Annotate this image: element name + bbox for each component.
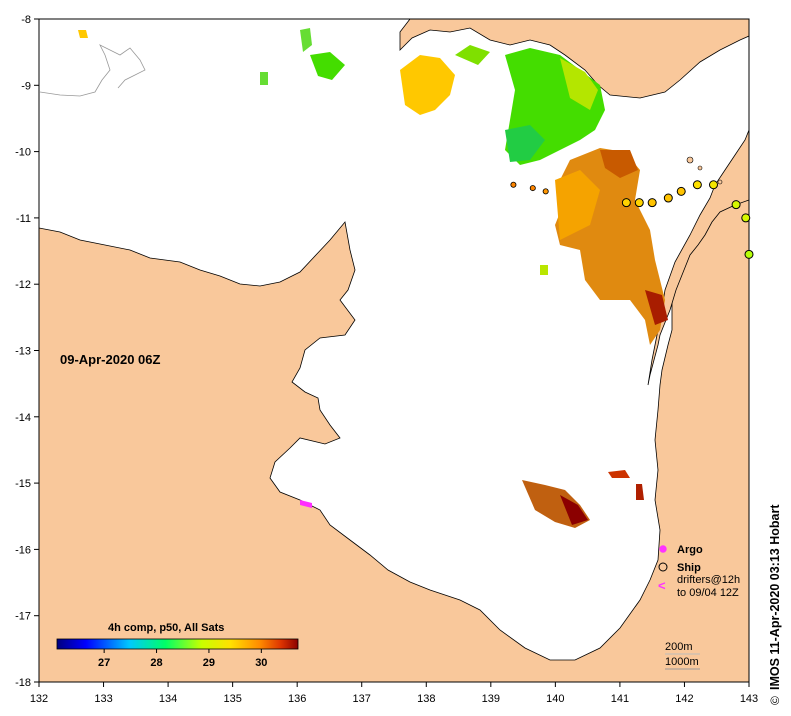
colorbar-title: 4h comp, p50, All Sats xyxy=(108,622,224,634)
y-tick-label: -15 xyxy=(15,478,31,490)
y-tick-label: -17 xyxy=(15,611,31,623)
ship-marker xyxy=(731,200,741,210)
credit-label: IMOS 11-Apr-2020 03:13 Hobart xyxy=(768,504,782,690)
y-axis: -8 -9 -10 -11 -12 -13 -14 -15 -16 -17 -18 xyxy=(15,14,39,689)
ship-marker xyxy=(663,193,673,203)
argo-legend-icon xyxy=(659,545,667,553)
colorbar-ticks: 27 28 29 30 xyxy=(98,649,267,669)
argo-markers xyxy=(510,181,549,195)
x-tick-label: 136 xyxy=(288,693,306,705)
colorbar-tick-label: 30 xyxy=(255,657,267,669)
x-tick-label: 138 xyxy=(417,693,435,705)
x-tick-label: 137 xyxy=(353,693,371,705)
ship-marker xyxy=(744,249,754,259)
ship-marker xyxy=(709,180,718,190)
x-tick-label: 139 xyxy=(482,693,500,705)
legend-drifters-line1: drifters@12h xyxy=(677,574,740,586)
argo-marker xyxy=(542,188,549,195)
copyright-symbol: © xyxy=(768,696,782,705)
y-tick-label: -11 xyxy=(16,213,31,225)
x-tick-label: 132 xyxy=(30,693,48,705)
legend-200m: 200m xyxy=(665,641,693,653)
coastline-timor xyxy=(39,44,146,97)
island xyxy=(717,179,723,185)
drifter-legend-icon: < xyxy=(658,578,666,593)
y-tick-label: -8 xyxy=(21,14,31,26)
x-tick-label: 141 xyxy=(611,693,629,705)
x-tick-label: 142 xyxy=(675,693,693,705)
y-tick-label: -18 xyxy=(15,677,31,689)
x-tick-label: 143 xyxy=(740,693,758,705)
y-tick-label: -10 xyxy=(15,147,31,159)
legend-1000m: 1000m xyxy=(665,656,699,668)
sst-patches xyxy=(78,28,668,528)
ship-markers xyxy=(621,180,754,259)
ship-marker xyxy=(676,186,686,196)
x-tick-label: 135 xyxy=(223,693,241,705)
argo-marker xyxy=(529,185,536,192)
ship-marker xyxy=(692,180,702,190)
colorbar-tick-label: 27 xyxy=(98,657,110,669)
x-tick-label: 133 xyxy=(94,693,112,705)
colorbar: 4h comp, p50, All Sats 27 28 29 30 xyxy=(56,622,299,669)
legend-argo-label: Argo xyxy=(677,544,703,556)
legend: Argo Ship < drifters@12h to 09/04 12Z 20… xyxy=(658,544,740,670)
ship-marker xyxy=(741,213,751,223)
y-tick-label: -14 xyxy=(15,412,31,424)
date-label: 09-Apr-2020 06Z xyxy=(60,352,160,367)
island xyxy=(686,156,694,164)
ship-marker xyxy=(634,198,644,208)
colorbar-tick-label: 28 xyxy=(150,657,162,669)
y-tick-label: -12 xyxy=(15,279,31,291)
colorbar-gradient xyxy=(56,638,299,650)
y-tick-label: -9 xyxy=(21,80,31,92)
x-axis: 132 133 134 135 136 137 138 139 140 141 142 143 xyxy=(30,682,758,705)
land-new-guinea xyxy=(399,19,749,99)
island xyxy=(697,165,703,171)
ship-legend-icon xyxy=(658,562,668,572)
y-tick-label: -13 xyxy=(15,346,31,358)
legend-ship-label: Ship xyxy=(677,562,701,574)
argo-marker xyxy=(510,181,517,188)
x-tick-label: 134 xyxy=(159,693,177,705)
ship-marker xyxy=(647,198,657,208)
ship-marker xyxy=(621,198,631,208)
legend-drifters-line2: to 09/04 12Z xyxy=(677,587,739,599)
colorbar-tick-label: 29 xyxy=(203,657,215,669)
y-tick-label: -16 xyxy=(15,544,31,556)
x-tick-label: 140 xyxy=(546,693,564,705)
